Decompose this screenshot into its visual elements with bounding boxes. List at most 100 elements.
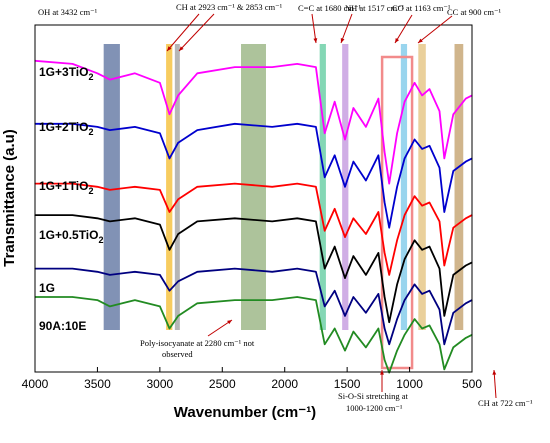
series-point-2-23: [414, 195, 416, 197]
series-point-5-18: [377, 327, 379, 330]
highlight-bands: [103, 44, 464, 330]
series-point-1-24: [421, 148, 423, 150]
highlight-band-0: [103, 44, 120, 330]
series-point-5-19: [384, 359, 386, 361]
x-axis-label: Wavenumber (cm⁻¹): [174, 404, 316, 421]
series-point-0-13: [324, 132, 326, 134]
series-point-1-4: [134, 126, 136, 128]
x-tick-label-5: 1500: [334, 377, 361, 391]
series-point-1-28: [452, 170, 454, 172]
annotation-arrow-6: [207, 319, 233, 337]
series-point-2-17: [365, 233, 367, 235]
series-point-3-28: [452, 274, 454, 276]
series-point-4-4: [134, 271, 136, 273]
series-point-3-10: [271, 220, 273, 222]
series-point-3-3: [109, 220, 111, 222]
series-point-1-9: [234, 123, 236, 125]
series-point-2-1: [71, 183, 74, 185]
x-tick-label-2: 3000: [147, 377, 174, 391]
annotation-arrowhead-3: [340, 38, 345, 43]
series-point-4-6: [168, 290, 171, 292]
series-point-5-8: [196, 302, 198, 304]
series-point-5-26: [438, 343, 441, 345]
series-point-4-11: [296, 268, 298, 270]
series-point-5-25: [428, 324, 431, 326]
series-point-1-26: [438, 167, 441, 169]
series-point-0-16: [352, 107, 354, 109]
series-point-0-25: [428, 88, 431, 90]
series-point-2-4: [134, 186, 136, 188]
series-point-3-6: [168, 249, 171, 251]
series-point-1-27: [443, 211, 445, 213]
series-point-1-7: [177, 142, 179, 144]
series-point-4-5: [159, 274, 161, 276]
series-point-4-7: [177, 280, 179, 282]
series-point-4-20: [388, 343, 390, 345]
series-point-3-25: [428, 246, 431, 248]
series-point-4-25: [428, 290, 431, 292]
sio-si-box: [380, 55, 414, 370]
series-point-4-28: [452, 312, 454, 314]
series-point-1-17: [365, 179, 367, 182]
series-point-2-25: [428, 201, 431, 204]
series-point-0-10: [271, 66, 273, 68]
series-point-0-7: [177, 94, 179, 96]
series-point-2-22: [404, 214, 406, 216]
annotation-0: OH at 3432 cm⁻¹: [38, 7, 98, 17]
series-point-4-1: [71, 268, 74, 270]
series-point-3-17: [365, 274, 367, 276]
series-point-0-22: [404, 101, 406, 103]
annotation-5: CC at 900 cm⁻¹: [447, 7, 501, 17]
series-point-0-9: [234, 66, 236, 68]
series-point-1-21: [396, 186, 398, 188]
series-point-2-20: [388, 274, 390, 276]
series-point-2-28: [452, 227, 454, 229]
series-point-2-14: [334, 208, 336, 210]
series-point-4-21: [396, 318, 398, 320]
annotation-6: Poly-isocyanate at 2280 cm⁻¹ not: [140, 338, 255, 348]
series-point-4-13: [324, 305, 326, 307]
series-point-5-5: [159, 305, 161, 307]
annotation-2: C=C at 1680 cm⁻¹: [298, 3, 362, 13]
series-point-5-16: [352, 331, 354, 333]
annotation-arrowhead-5: [418, 38, 423, 43]
series-point-3-11: [296, 217, 298, 219]
series-point-2-29: [465, 217, 467, 219]
series-point-5-15: [344, 350, 346, 352]
annotation-7: observed: [162, 349, 193, 359]
series-point-5-10: [271, 299, 273, 301]
series-point-0-6: [168, 113, 171, 115]
series-point-5-23: [414, 318, 416, 320]
series-point-4-3: [109, 274, 111, 276]
series-point-1-1: [71, 123, 74, 125]
series-point-4-14: [334, 290, 336, 292]
series-point-5-4: [134, 299, 136, 301]
highlight-box: [380, 55, 414, 370]
annotation-arrow-3: [340, 13, 353, 44]
series-point-2-26: [438, 220, 441, 222]
series-point-3-7: [177, 233, 179, 235]
series-point-2-11: [296, 183, 298, 185]
annotation-arrow-1: [178, 13, 215, 52]
series-point-3-4: [134, 217, 136, 219]
series-point-2-15: [344, 236, 346, 238]
annotation-4: CO at 1163 cm⁻¹: [392, 3, 451, 13]
series-point-0-1: [71, 63, 74, 65]
series-point-5-29: [465, 337, 467, 339]
series-point-4-19: [384, 327, 386, 330]
series-point-5-24: [421, 327, 423, 330]
annotation-arrow-0: [166, 13, 200, 52]
annotation-8: Si-O-Si stretching at: [338, 391, 409, 401]
series-point-2-12: [315, 186, 317, 188]
series-point-2-10: [271, 186, 273, 188]
series-point-0-27: [443, 157, 445, 159]
series-point-5-13: [324, 343, 326, 345]
annotation-arrowhead-4: [395, 38, 400, 43]
x-tick-label-7: 500: [462, 377, 482, 391]
series-point-3-14: [334, 246, 336, 248]
series-point-3-27: [443, 315, 445, 317]
series-point-1-8: [196, 129, 198, 131]
series-point-1-11: [296, 123, 298, 125]
series-point-2-19: [384, 252, 386, 254]
series-point-3-21: [396, 283, 398, 285]
